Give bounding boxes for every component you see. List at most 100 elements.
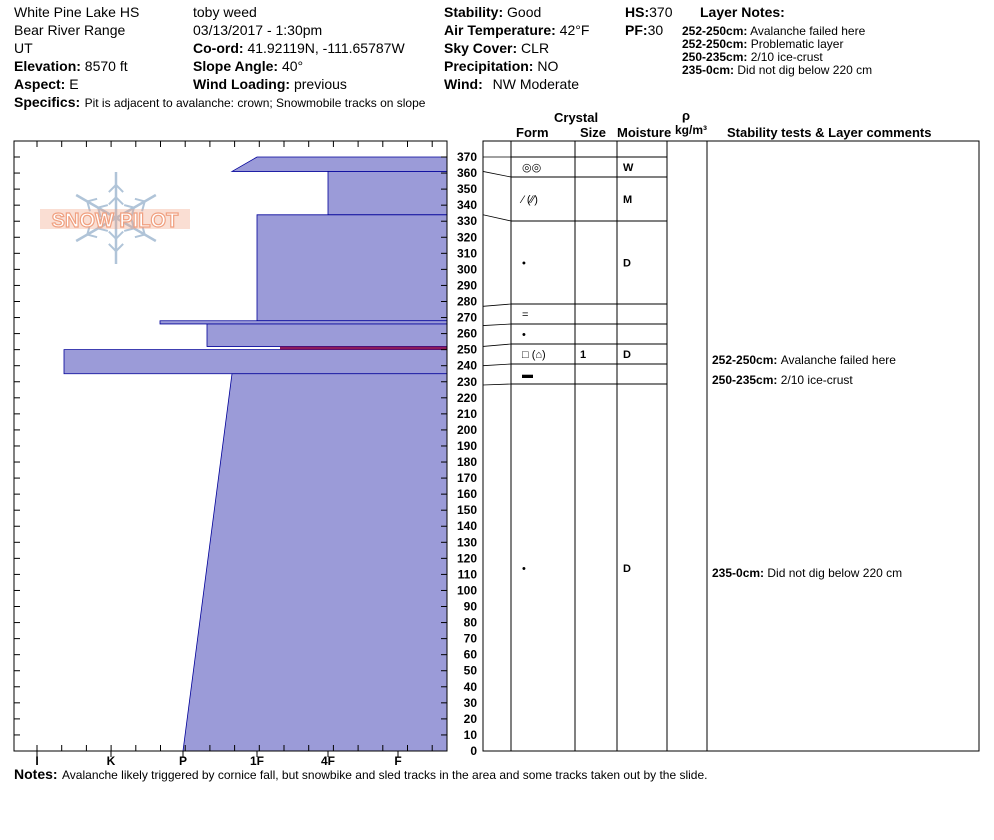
notes-label: Notes: bbox=[14, 766, 58, 782]
aspect-label: Aspect: bbox=[14, 76, 66, 92]
snowflake-branch bbox=[87, 197, 98, 203]
hardness-layer bbox=[327, 171, 448, 216]
snowflake-branch bbox=[86, 201, 91, 212]
layer-comment: 235-0cm: Did not dig below 220 cm bbox=[712, 566, 902, 580]
depth-tick-label: 0 bbox=[470, 744, 477, 758]
notes: Notes: Avalanche likely triggered by cor… bbox=[14, 766, 707, 784]
hs-value: 370 bbox=[649, 4, 673, 20]
snowflake-branch bbox=[97, 204, 109, 209]
layer-link-line bbox=[482, 383, 512, 386]
snowflake-branch bbox=[87, 233, 98, 239]
snowflake-branch bbox=[97, 218, 102, 229]
snowflake-branch bbox=[108, 196, 117, 206]
precip-label: Precipitation: bbox=[444, 58, 534, 74]
layer-table-frame bbox=[482, 140, 980, 752]
depth-tick-label: 240 bbox=[457, 359, 477, 373]
snowflake-branch bbox=[97, 227, 109, 232]
depth-tick-label: 10 bbox=[464, 728, 478, 742]
snowflake-branch bbox=[97, 207, 102, 218]
slope-label: Slope Angle: bbox=[193, 58, 279, 74]
layer-note-text: Did not dig below 220 cm bbox=[737, 63, 873, 77]
notes-value: Avalanche likely triggered by cornice fa… bbox=[62, 768, 708, 782]
depth-tick-label: 80 bbox=[464, 616, 478, 630]
depth-tick-label: 190 bbox=[457, 439, 477, 453]
air-temp-value: 42°F bbox=[559, 22, 590, 38]
depth-tick-label: 110 bbox=[458, 567, 478, 581]
weak-layer-band bbox=[280, 346, 447, 350]
depth-tick-label: 40 bbox=[464, 680, 478, 694]
layer-comments: 252-250cm: Avalanche failed here 250-235c… bbox=[712, 353, 902, 580]
sky-label: Sky Cover: bbox=[444, 40, 518, 56]
layer-size: 1 bbox=[580, 349, 586, 361]
depth-tick-label: 270 bbox=[457, 311, 477, 325]
snowflake-arm bbox=[75, 216, 117, 243]
stability-label: Stability: bbox=[444, 4, 504, 20]
hardness-tick-label: K bbox=[107, 754, 116, 768]
depth-tick-label: 330 bbox=[457, 214, 477, 228]
datetime: 03/13/2017 - 1:30pm bbox=[193, 22, 323, 38]
air-temp-label: Air Temperature: bbox=[444, 22, 556, 38]
layer-note-range: 250-235cm: bbox=[682, 50, 748, 64]
stability: Stability: Good bbox=[444, 4, 541, 20]
depth-tick-label: 210 bbox=[457, 407, 477, 421]
hs-label: HS: bbox=[625, 4, 650, 20]
specifics: Specifics: Pit is adjacent to avalanche:… bbox=[14, 94, 425, 112]
hs: HS:370 bbox=[625, 4, 672, 20]
layer-link-line bbox=[482, 323, 512, 326]
wind-loading-label: Wind Loading: bbox=[193, 76, 291, 92]
elevation-value: 8570 ft bbox=[84, 58, 128, 74]
stability-value: Good bbox=[507, 4, 542, 20]
snowpilot-logo: SNOW PILOT bbox=[52, 210, 179, 232]
slope-value: 40° bbox=[281, 58, 304, 74]
observer: toby weed bbox=[193, 4, 257, 20]
depth-tick-label: 70 bbox=[464, 632, 478, 646]
depth-tick-label: 360 bbox=[457, 166, 477, 180]
layer-form: • bbox=[522, 329, 526, 341]
depth-tick-label: 120 bbox=[457, 551, 477, 565]
snowflake-arm bbox=[75, 193, 117, 220]
snowflake-branch bbox=[115, 184, 124, 193]
state-name: UT bbox=[14, 40, 33, 56]
layer-rows: ◎◎ W ⁄ (⁄⁄) M • D = • □ (⌂) 1 D ▬ • D bbox=[482, 156, 667, 575]
layer-form: • bbox=[522, 563, 526, 575]
hardness-tick-label: 1F bbox=[250, 754, 264, 768]
snowflake-branch bbox=[141, 224, 146, 235]
aspect-value: E bbox=[69, 76, 79, 92]
specifics-label: Specifics: bbox=[14, 94, 81, 110]
depth-tick-label: 350 bbox=[457, 182, 477, 196]
wind-value: NW Moderate bbox=[492, 76, 579, 92]
depth-tick-label: 60 bbox=[464, 648, 478, 662]
depth-tick-label: 310 bbox=[457, 246, 477, 260]
hardness-tick-label: F bbox=[394, 754, 401, 768]
precip-value: NO bbox=[537, 58, 559, 74]
layer-moisture: D bbox=[623, 258, 631, 270]
hardness-layer bbox=[256, 214, 448, 322]
depth-tick-label: 30 bbox=[464, 696, 478, 710]
layer-note: 235-0cm: Did not dig below 220 cm bbox=[682, 63, 872, 77]
coord-label: Co-ord: bbox=[193, 40, 244, 56]
snowflake-branch bbox=[115, 243, 124, 252]
moisture-header: Moisture bbox=[617, 125, 672, 140]
slope-angle: Slope Angle: 40° bbox=[193, 58, 303, 74]
depth-tick-label: 200 bbox=[457, 423, 477, 437]
hardness-axis: I K P 1F 4F F bbox=[35, 751, 402, 768]
hardness-layer bbox=[206, 323, 448, 347]
depth-tick-label: 160 bbox=[457, 487, 477, 501]
pf-value: 30 bbox=[647, 22, 664, 38]
snowflake-branch bbox=[108, 230, 117, 240]
layer-note-range: 252-250cm: bbox=[682, 24, 748, 38]
hardness-layer bbox=[159, 320, 448, 325]
snowflake-branch bbox=[130, 207, 135, 218]
snowflake-branch bbox=[130, 218, 135, 229]
layer-note: 252-250cm: Avalanche failed here bbox=[682, 24, 865, 38]
wind-label: Wind: bbox=[444, 76, 483, 92]
sky-cover: Sky Cover: CLR bbox=[444, 40, 549, 56]
depth-tick-label: 230 bbox=[457, 375, 477, 389]
depth-tick-label: 320 bbox=[457, 230, 477, 244]
form-header: Form bbox=[516, 125, 549, 140]
aspect: Aspect: E bbox=[14, 76, 79, 92]
crystal-header: Crystal bbox=[554, 110, 599, 125]
depth-axis: 3703603503403303203103002902802702602502… bbox=[457, 141, 484, 758]
size-header: Size bbox=[580, 125, 607, 140]
